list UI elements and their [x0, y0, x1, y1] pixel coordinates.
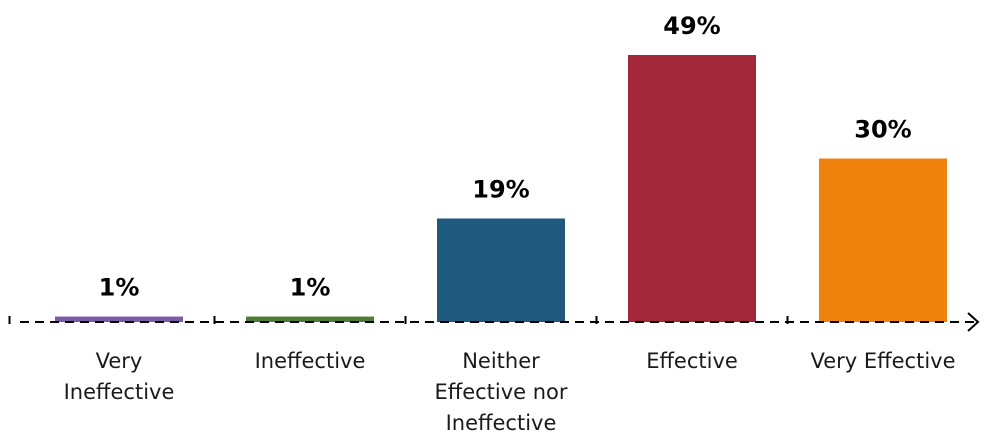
category-label: Very Ineffective — [64, 349, 175, 404]
category-label-line: Effective nor — [434, 380, 567, 404]
bar-value-label: 1% — [290, 274, 331, 302]
x-axis — [8, 312, 980, 332]
bars-layer — [55, 55, 947, 322]
category-label-line: Very Effective — [810, 349, 955, 373]
category-label: Very Effective — [810, 349, 955, 373]
labels-layer: 1% Very Ineffective 1% Ineffective 19% Neither… — [64, 12, 956, 435]
bar-1 — [55, 316, 183, 322]
category-label-line: Ineffective — [255, 349, 366, 373]
x-axis-arrow — [967, 312, 980, 332]
category-label: Neither Effective nor Ineffective — [434, 349, 567, 435]
category-label: Ineffective — [255, 349, 366, 373]
bar-4 — [628, 55, 756, 322]
bar-value-label: 30% — [854, 116, 911, 144]
category-label: Effective — [646, 349, 738, 373]
category-label-line: Effective — [646, 349, 738, 373]
bar-2 — [246, 316, 374, 322]
category-label-line: Neither — [462, 349, 540, 373]
bar-3 — [437, 218, 565, 322]
bar-value-label: 1% — [99, 274, 140, 302]
category-label-line: Ineffective — [446, 411, 557, 435]
bar-value-label: 49% — [663, 12, 720, 40]
category-label-line: Very — [96, 349, 143, 373]
bar-value-label: 19% — [472, 175, 529, 203]
category-label-line: Ineffective — [64, 380, 175, 404]
bar-5 — [819, 158, 947, 322]
